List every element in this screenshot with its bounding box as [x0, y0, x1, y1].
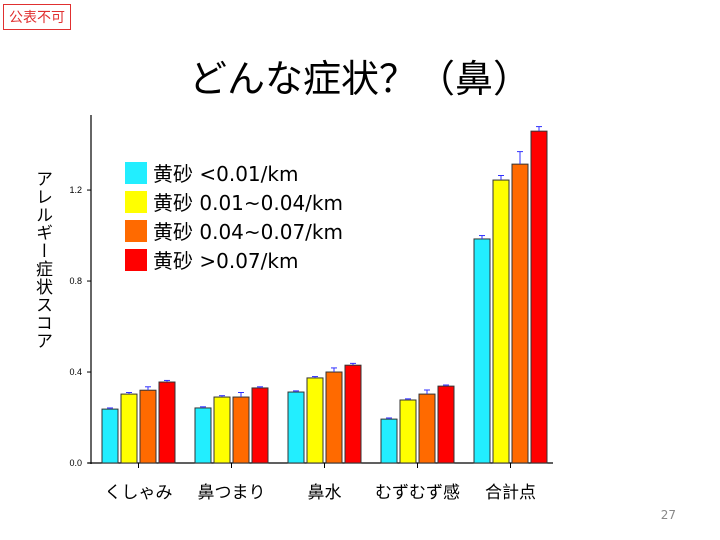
bar	[120, 393, 138, 464]
chart-legend: 黄砂 <0.01/km 黄砂 0.01~0.04/km 黄砂 0.04~0.07/k…	[125, 158, 343, 274]
bar	[158, 381, 176, 464]
bar	[306, 377, 324, 464]
legend-item: 黄砂 <0.01/km	[125, 158, 343, 187]
bar	[380, 418, 398, 464]
slide-title: どんな症状？（鼻）	[188, 57, 531, 101]
legend-label: 黄砂 0.04~0.07/km	[153, 220, 343, 244]
bar	[101, 408, 119, 464]
legend-item: 黄砂 >0.07/km	[125, 245, 343, 274]
bar	[213, 396, 231, 464]
bar	[139, 389, 157, 464]
x-tick-label: 鼻水	[308, 483, 342, 503]
bar	[437, 385, 455, 464]
x-tick-label: くしゃみ	[105, 483, 173, 503]
bar	[251, 387, 269, 464]
x-tick-label: 合計点	[485, 483, 536, 503]
legend-swatch	[125, 190, 147, 213]
y-axis-label: アレルギー症状スコア	[32, 170, 52, 350]
confidential-stamp: 公表不可	[3, 4, 71, 30]
y-tick-label: 0.4	[69, 367, 82, 377]
bar	[344, 364, 362, 464]
x-tick-label: 鼻つまり	[198, 483, 266, 503]
legend-swatch	[125, 219, 147, 242]
legend-item: 黄砂 0.04~0.07/km	[125, 216, 343, 245]
bar	[530, 130, 548, 464]
y-tick-label: 1.2	[69, 185, 82, 195]
y-tick-label: 0.0	[69, 458, 82, 468]
legend-label: 黄砂 <0.01/km	[153, 162, 299, 186]
legend-swatch	[125, 248, 147, 271]
bar	[194, 407, 212, 464]
bar	[473, 238, 491, 464]
legend-label: 黄砂 >0.07/km	[153, 249, 299, 273]
bar	[325, 371, 343, 464]
legend-swatch	[125, 161, 147, 184]
bar	[287, 391, 305, 464]
bar	[418, 393, 436, 464]
bar	[399, 399, 417, 464]
bar	[511, 163, 529, 464]
page-number: 27	[660, 508, 676, 522]
y-tick-label: 0.8	[69, 276, 82, 286]
bar	[492, 179, 510, 464]
x-tick-label: むずむず感	[375, 483, 460, 503]
bar	[232, 396, 250, 464]
legend-label: 黄砂 0.01~0.04/km	[153, 191, 343, 215]
legend-item: 黄砂 0.01~0.04/km	[125, 187, 343, 216]
